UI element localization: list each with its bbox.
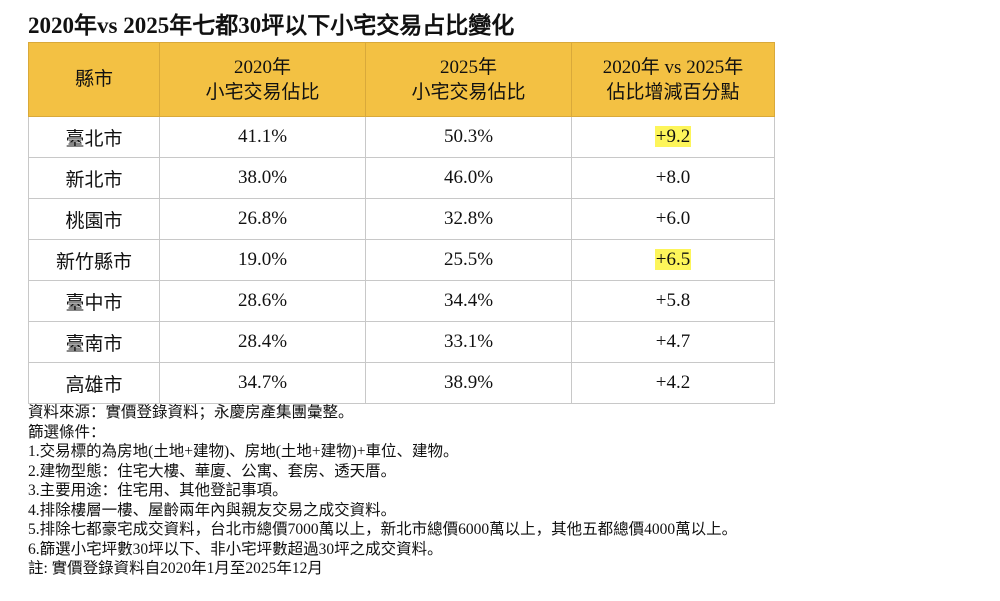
footnote-line: 4.排除樓層一樓、屋齡兩年內與親友交易之成交資料。 xyxy=(28,501,397,519)
table-row: 臺南市 28.4% 33.1% +4.7 xyxy=(28,321,775,363)
table-body: 臺北市 41.1% 50.3% +9.2 新北市 38.0% 46.0% +8.0 桃園市 26.… xyxy=(28,116,775,404)
city-cell: 新竹縣市 xyxy=(28,239,160,281)
table-header-row: 縣市 2020年小宅交易佔比 2025年小宅交易佔比 2020年 vs 2025… xyxy=(28,42,775,117)
table-row: 新竹縣市 19.0% 25.5% +6.5 xyxy=(28,239,775,281)
share-2020-cell-value: 19.0% xyxy=(237,249,288,270)
city-cell-value: 新竹縣市 xyxy=(55,251,132,273)
footnote-line: 5.排除七都豪宅成交資料，台北市總價7000萬以上，新北市總價6000萬以上，其… xyxy=(28,521,738,538)
city-cell-value: 臺南市 xyxy=(65,333,123,355)
city-cell: 新北市 xyxy=(28,157,160,199)
share-2025-cell-value: 34.4% xyxy=(443,290,494,311)
change-cell-value: +9.2 xyxy=(654,126,692,147)
change-cell-value: +4.7 xyxy=(655,331,691,352)
footnote-line: 1.交易標的為房地(土地+建物)、房地(土地+建物)+車位、建物。 xyxy=(28,443,459,460)
city-cell: 高雄市 xyxy=(28,362,160,404)
change-cell: +8.0 xyxy=(571,157,775,199)
header-label: 2020年 vs 2025年 xyxy=(602,56,744,78)
share-2025-cell-value: 46.0% xyxy=(443,167,494,188)
city-cell-value: 桃園市 xyxy=(65,210,123,232)
share-2020-cell-value: 28.4% xyxy=(237,331,288,352)
header-label: 佔比增減百分點 xyxy=(606,81,740,103)
table-row: 臺中市 28.6% 34.4% +5.8 xyxy=(28,280,775,322)
share-2025-cell-value: 25.5% xyxy=(443,249,494,270)
share-2025-cell: 38.9% xyxy=(365,362,572,404)
footnote-line: 2.建物型態：住宅大樓、華廈、公寓、套房、透天厝。 xyxy=(28,462,397,480)
share-2025-cell-value: 38.9% xyxy=(443,372,494,393)
share-2025-cell: 25.5% xyxy=(365,239,572,281)
share-2025-cell-value: 32.8% xyxy=(443,208,494,229)
share-2025-cell: 34.4% xyxy=(365,280,572,322)
header-2020-share: 2020年小宅交易佔比 xyxy=(159,42,366,117)
header-city: 縣市 xyxy=(28,42,160,117)
city-cell: 臺南市 xyxy=(28,321,160,363)
city-cell-value: 高雄市 xyxy=(65,374,123,396)
change-cell: +9.2 xyxy=(571,116,775,158)
change-cell: +6.5 xyxy=(571,239,775,281)
change-cell: +6.0 xyxy=(571,198,775,240)
footnotes: 資料來源：實價登錄資料；永慶房產集團彙整。 篩選條件： 1.交易標的為房地(土地+建… xyxy=(28,403,737,579)
share-2025-cell: 46.0% xyxy=(365,157,572,199)
share-2020-cell: 26.8% xyxy=(159,198,366,240)
share-2020-cell: 28.4% xyxy=(159,321,366,363)
change-cell-value: +8.0 xyxy=(655,167,691,188)
city-cell: 臺北市 xyxy=(28,116,160,158)
share-2020-cell-value: 38.0% xyxy=(237,167,288,188)
change-cell: +4.2 xyxy=(571,362,775,404)
footnote-line: 篩選條件： xyxy=(28,423,106,441)
change-cell-value: +5.8 xyxy=(655,290,691,311)
share-2020-cell-value: 41.1% xyxy=(237,126,288,147)
header-2025-share: 2025年小宅交易佔比 xyxy=(365,42,572,117)
share-2025-cell: 50.3% xyxy=(365,116,572,158)
change-cell-value: +6.5 xyxy=(654,249,692,270)
share-2025-cell: 32.8% xyxy=(365,198,572,240)
footnote-line: 資料來源：實價登錄資料；永慶房產集團彙整。 xyxy=(28,404,354,421)
share-2025-cell-value: 50.3% xyxy=(443,126,494,147)
header-label: 2025年 xyxy=(439,56,497,78)
share-2020-cell-value: 34.7% xyxy=(237,372,288,393)
footnote-line: 3.主要用途：住宅用、其他登記事項。 xyxy=(28,482,288,499)
table-row: 高雄市 34.7% 38.9% +4.2 xyxy=(28,362,775,404)
footnote-line: 註: 實價登錄資料自2020年1月至2025年12月 xyxy=(28,560,323,577)
table-row: 臺北市 41.1% 50.3% +9.2 xyxy=(28,116,775,158)
header-change: 2020年 vs 2025年 佔比增減百分點 xyxy=(571,42,775,117)
comparison-table: 縣市 2020年小宅交易佔比 2025年小宅交易佔比 2020年 vs 2025… xyxy=(28,42,775,404)
city-cell-value: 臺中市 xyxy=(65,292,123,314)
share-2020-cell: 38.0% xyxy=(159,157,366,199)
share-2020-cell-value: 28.6% xyxy=(237,290,288,311)
header-label: 2020年 xyxy=(233,56,291,78)
share-2020-cell: 34.7% xyxy=(159,362,366,404)
city-cell-value: 臺北市 xyxy=(65,128,123,150)
header-label: 縣市 xyxy=(74,69,113,90)
footnote-line: 6.篩選小宅坪數30坪以下、非小宅坪數超過30坪之成交資料。 xyxy=(28,540,443,558)
share-2020-cell: 28.6% xyxy=(159,280,366,322)
share-2025-cell: 33.1% xyxy=(365,321,572,363)
change-cell-value: +4.2 xyxy=(655,372,691,393)
change-cell: +4.7 xyxy=(571,321,775,363)
table-row: 桃園市 26.8% 32.8% +6.0 xyxy=(28,198,775,240)
share-2020-cell: 41.1% xyxy=(159,116,366,158)
city-cell-value: 新北市 xyxy=(65,169,123,191)
header-label: 小宅交易佔比 xyxy=(205,81,320,103)
city-cell: 臺中市 xyxy=(28,280,160,322)
table-row: 新北市 38.0% 46.0% +8.0 xyxy=(28,157,775,199)
share-2020-cell-value: 26.8% xyxy=(237,208,288,229)
change-cell: +5.8 xyxy=(571,280,775,322)
city-cell: 桃園市 xyxy=(28,198,160,240)
page-title: 2020年vs 2025年七都30坪以下小宅交易占比變化 xyxy=(28,13,515,38)
header-label: 小宅交易佔比 xyxy=(411,81,526,103)
change-cell-value: +6.0 xyxy=(655,208,691,229)
share-2020-cell: 19.0% xyxy=(159,239,366,281)
share-2025-cell-value: 33.1% xyxy=(443,331,494,352)
